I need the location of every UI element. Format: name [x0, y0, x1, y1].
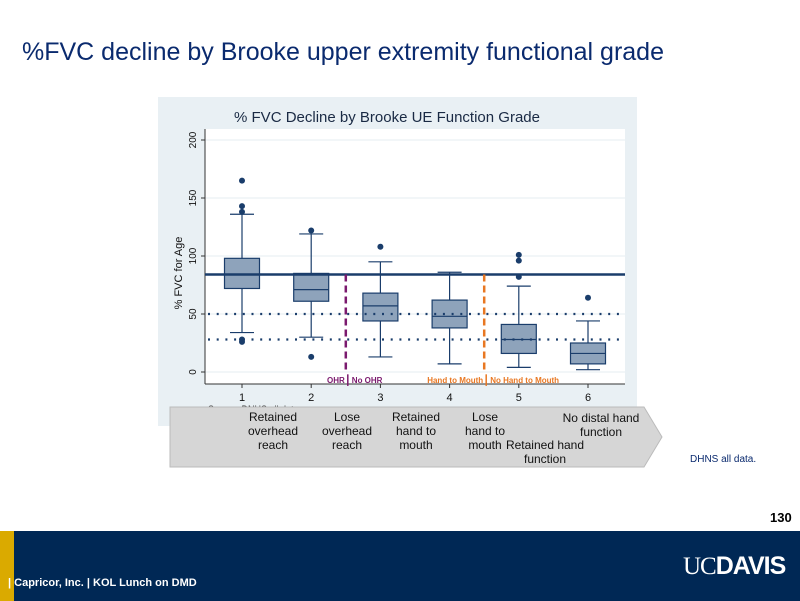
box-plot: % FVC Decline by Brooke UE Function Grad… — [173, 109, 625, 414]
chart-title: % FVC Decline by Brooke UE Function Grad… — [234, 109, 540, 126]
y-axis-label: % FVC for Age — [173, 237, 185, 310]
x-tick-label: 6 — [585, 392, 591, 404]
source-note: DHNS all data. — [690, 454, 757, 465]
box-grade-3 — [362, 243, 399, 358]
y-tick-label: 0 — [188, 369, 199, 375]
footer-bar — [0, 531, 800, 601]
y-tick-label: 200 — [188, 131, 199, 148]
outlier-point — [515, 251, 522, 258]
page-number: 130 — [770, 510, 792, 525]
y-tick-label: 100 — [188, 247, 199, 264]
outlier-point — [585, 294, 591, 301]
slide-title: %FVC decline by Brooke upper extremity f… — [22, 38, 664, 66]
outlier-point — [515, 257, 522, 264]
logo-uc: UC — [683, 553, 717, 580]
outlier-point — [239, 203, 245, 210]
flow-label-lose-overhead: Lose overhead reach — [321, 410, 373, 452]
flow-label-retained-hand-mouth: Retained hand to mouth — [391, 410, 441, 452]
y-tick-label: 50 — [188, 308, 199, 320]
x-tick-label: 2 — [308, 392, 314, 404]
y-tick-label: 150 — [188, 189, 199, 206]
flow-label-retained-overhead: Retained overhead reach — [247, 410, 299, 452]
divider-left-label: OHR — [327, 376, 345, 385]
x-tick-label: 5 — [516, 392, 522, 404]
outlier-point — [308, 353, 315, 360]
outlier-point — [308, 227, 315, 234]
divider-left-label: Hand to Mouth — [427, 376, 483, 385]
ucdavis-logo: UCDAVIS — [683, 552, 787, 581]
flow-label-no-distal-hand: No distal hand function — [562, 411, 640, 439]
flow-label-lose-hand-mouth: Lose hand to mouth — [464, 410, 506, 452]
footer-text: | Capricor, Inc. | KOL Lunch on DMD — [8, 577, 197, 589]
x-tick-label: 3 — [377, 392, 383, 404]
outlier-point — [239, 208, 245, 215]
box-grade-6 — [569, 294, 607, 371]
outlier-point — [377, 243, 384, 250]
outlier-point — [239, 177, 245, 184]
divider-right-label: No OHR — [352, 376, 383, 385]
chart-panel: % FVC Decline by Brooke UE Function Grad… — [158, 97, 637, 426]
x-tick-label: 1 — [239, 392, 245, 404]
iqr-box — [293, 272, 330, 302]
divider-right-label: No Hand to Mouth — [490, 376, 559, 385]
footer-accent — [0, 531, 14, 601]
logo-davis: DAVIS — [715, 552, 787, 580]
flow-label-retained-hand-function: Retained hand function — [505, 438, 585, 466]
x-tick-label: 4 — [447, 392, 453, 404]
iqr-box — [362, 292, 399, 322]
